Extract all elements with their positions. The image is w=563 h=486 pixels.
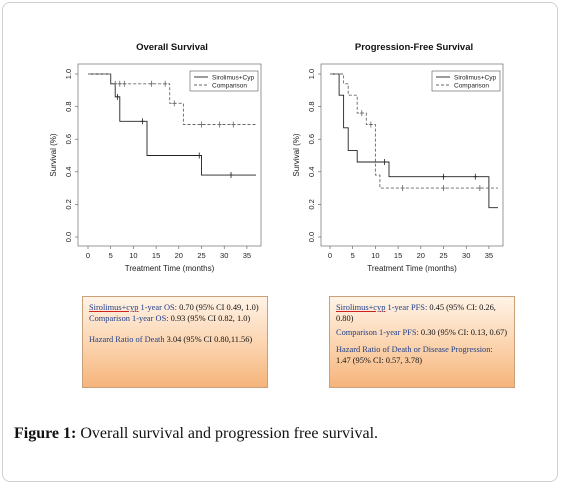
y-tick-label: 0.8 xyxy=(307,101,316,111)
pfs-stats-box: Sirolimus+cyp 1-year PFS: 0.45 (95% CI: … xyxy=(329,296,515,388)
os-comparison-text: Comparison 1-year OS: xyxy=(89,314,171,323)
pfs-hazard-value: 1.47 (95% CI: 0.57, 3.78) xyxy=(336,356,422,365)
os-comparison-value: 0.93 (95% CI 0.82, 1.0) xyxy=(171,314,251,323)
os-sirolimus-label: Sirolimus+cyp xyxy=(89,303,138,312)
caption-text: Overall survival and progression free su… xyxy=(76,425,378,442)
pfs-line-comparison: Comparison 1-year PFS: 0.30 (95% CI: 0.1… xyxy=(336,327,508,338)
caption-label: Figure 1: xyxy=(14,425,76,442)
x-tick-label: 0 xyxy=(328,251,332,260)
os-hazard-value: 3.04 (95% CI 0.80,11.56) xyxy=(167,335,253,344)
series-line-sirolimus xyxy=(330,74,498,208)
x-tick-label: 15 xyxy=(394,251,402,260)
pfs-line-hazard: Hazard Ratio of Death or Disease Progres… xyxy=(336,344,508,366)
x-tick-label: 30 xyxy=(462,251,470,260)
pfs-hazard-text: Hazard Ratio of Death or Disease Progres… xyxy=(336,345,493,354)
os-line-comparison: Comparison 1-year OS: 0.93 (95% CI 0.82,… xyxy=(89,313,261,324)
os-sirolimus-text: 1-year OS: xyxy=(138,303,179,312)
y-tick-label: 0.6 xyxy=(307,134,316,144)
x-tick-label: 10 xyxy=(371,251,379,260)
os-hazard-text: Hazard Ratio of Death xyxy=(89,335,167,344)
pfs-sirolimus-text: 1-year PFS: xyxy=(385,303,429,312)
pfs-comparison-value: 0.30 (95% CI: 0.13, 0.67) xyxy=(421,328,507,337)
pfs-line-sirolimus: Sirolimus+cyp 1-year PFS: 0.45 (95% CI: … xyxy=(336,302,508,324)
x-tick-label: 25 xyxy=(439,251,447,260)
x-tick-label: 5 xyxy=(351,251,355,260)
pfs-sirolimus-label: Sirolimus+cyp xyxy=(336,303,385,312)
chart-title: Progression-Free Survival xyxy=(355,42,473,53)
y-tick-label: 0.2 xyxy=(307,199,316,209)
legend-label: Sirolimus+Cyp xyxy=(454,75,496,82)
figure-caption: Figure 1: Overall survival and progressi… xyxy=(14,425,378,443)
os-sirolimus-value: 0.70 (95% CI 0.49, 1.0) xyxy=(179,303,259,312)
y-tick-label: 1.0 xyxy=(307,69,316,79)
x-tick-label: 35 xyxy=(485,251,493,260)
progression-free-survival-chart: Progression-Free Survival 0 5 10 15 20 25 30 35 0… xyxy=(0,0,563,300)
y-tick-label: 0.4 xyxy=(307,167,316,177)
y-axis-label: Survival (%) xyxy=(292,133,301,176)
os-stats-box: Sirolimus+cyp 1-year OS: 0.70 (95% CI 0.… xyxy=(82,296,268,388)
y-tick-label: 0.0 xyxy=(307,232,316,242)
x-tick-label: 20 xyxy=(417,251,425,260)
pfs-comparison-text: Comparison 1-year PFS: xyxy=(336,328,421,337)
x-axis-label: Treatment Time (months) xyxy=(367,264,457,273)
legend-label: Comparison xyxy=(454,83,489,90)
os-line-hazard: Hazard Ratio of Death 3.04 (95% CI 0.80,… xyxy=(89,334,261,345)
os-line-sirolimus: Sirolimus+cyp 1-year OS: 0.70 (95% CI 0.… xyxy=(89,302,261,313)
